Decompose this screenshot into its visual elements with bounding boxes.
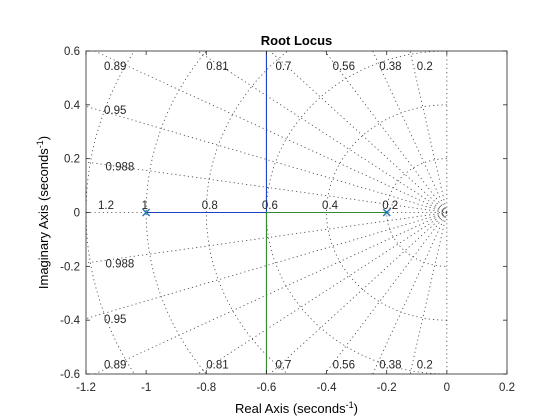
damping-ratio-label: 0.56 [333,61,355,73]
y-tick-label: 0 [74,208,80,220]
frequency-circle [145,51,207,374]
grid-label-layer: 0.89 0.81 0.7 0.56 0.38 0.20.950.9880.9880.95… [98,61,433,372]
damping-ratio-label: 0.89 [104,61,126,73]
y-axis-label-sup: -1 [35,140,45,148]
x-tick-label: -0.4 [317,382,337,394]
y-tick-label: 0.6 [64,46,80,58]
damping-ray [372,51,448,213]
damping-ray [324,212,448,374]
y-axis-label: Imaginary Axis (seconds-1) [35,136,51,289]
x-tick-label: 0.2 [499,382,515,394]
damping-ray [409,51,448,213]
damping-ratio-label: 0.7 [275,360,291,372]
x-tick-label: -1.2 [76,382,96,394]
x-tick-label: 0 [444,382,450,394]
damping-ratio-label: 0.38 [379,61,401,73]
damping-ratio-label: 0.95 [104,314,126,326]
damping-ratio-label: 0.81 [206,360,228,372]
natural-frequency-label: 1 [142,200,148,212]
x-axis-label-sup: -1 [346,400,354,410]
natural-frequency-label: 1.2 [98,200,114,212]
x-axis-label-close: ) [354,401,358,416]
damping-ratio-label: 0.2 [417,360,433,372]
x-axis-label-text: Real Axis (seconds [235,401,346,416]
x-tick-label: -0.2 [377,382,397,394]
y-axis-label-text: Imaginary Axis (seconds [36,148,51,289]
x-axis-label: Real Axis (seconds-1) [235,400,358,416]
y-tick-label: 0.4 [64,100,81,112]
damping-ratio-label: 0.988 [106,162,135,174]
pole-marker [142,208,151,217]
y-tick-label: -0.4 [60,315,80,327]
tick-layer: -1.2 -1 -0.8 -0.6 -0.4 -0.2 0 0.2-0.6-0.4-0.200… [60,46,515,394]
frequency-circle [386,158,447,267]
x-tick-label: -1 [141,382,151,394]
x-tick-label: -0.8 [196,382,216,394]
natural-frequency-label: 0.2 [382,200,398,212]
damping-ratio-label: 0.89 [104,360,126,372]
chart-title: Root Locus [261,33,333,48]
pole-marker-stroke [382,208,391,217]
pole-marker [382,208,391,217]
damping-ray [324,51,448,213]
series-layer [146,51,387,374]
grid-layer [86,51,448,374]
damping-ratio-label: 0.81 [206,61,228,73]
damping-ratio-label: 0.56 [333,360,355,372]
natural-frequency-label: 0.4 [322,200,339,212]
damping-ray [93,212,448,374]
damping-ratio-label: 0.988 [106,259,135,271]
pole-markers [142,208,391,217]
damping-ray [93,51,448,213]
natural-frequency-label: 0.8 [202,200,218,212]
x-tick-label: -0.6 [257,382,277,394]
pole-marker-stroke [142,208,151,217]
damping-ray [409,212,448,374]
y-tick-label: -0.2 [60,261,80,273]
y-tick-label: 0.2 [64,154,80,166]
damping-ratio-label: 0.38 [379,360,401,372]
y-axis-label-close: ) [36,136,51,140]
natural-frequency-label: 0.6 [262,200,278,212]
damping-ratio-label: 0.95 [104,105,126,117]
damping-ratio-label: 0.7 [275,61,291,73]
damping-ratio-label: 0.2 [417,61,433,73]
y-tick-label: -0.6 [60,369,80,381]
